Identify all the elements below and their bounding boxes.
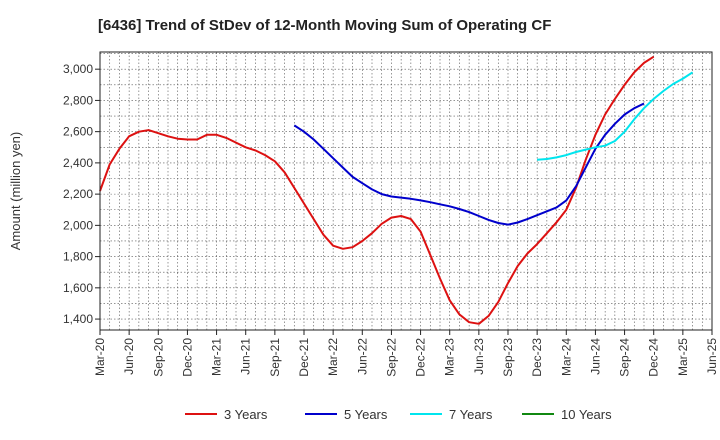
x-tick-label: Jun-24 xyxy=(588,338,602,375)
y-axis-ticks: 1,400 1,600 1,800 2,000 2,200 2,400 2,600 2,800… xyxy=(63,62,100,326)
series-line-7-years xyxy=(537,71,694,161)
plot-border xyxy=(99,51,713,331)
plot-area xyxy=(100,52,712,330)
y-tick-label: 2,400 xyxy=(63,156,93,170)
legend: 3 Years 5 Years 7 Years 10 Years xyxy=(185,407,612,422)
y-tick-label: 1,800 xyxy=(63,250,93,264)
y-tick-label: 2,000 xyxy=(63,218,93,232)
x-tick-label: Sep-21 xyxy=(268,338,282,377)
y-tick-label: 2,600 xyxy=(63,125,93,139)
x-tick-label: Sep-24 xyxy=(618,338,632,377)
x-tick-label: Sep-20 xyxy=(151,338,165,377)
x-tick-label: Jun-23 xyxy=(472,338,486,375)
x-tick-label: Mar-21 xyxy=(210,338,224,376)
y-axis-label: Amount (million yen) xyxy=(8,132,23,251)
y-tick-label: 2,800 xyxy=(63,93,93,107)
series-line-3-years xyxy=(99,55,655,325)
x-tick-label: Mar-22 xyxy=(326,338,340,376)
x-axis-ticks: Mar-20 Jun-20 Sep-20 Dec-20 Mar-21 Jun-21 Sep-… xyxy=(93,330,719,377)
x-tick-label: Jun-22 xyxy=(355,338,369,375)
x-tick-label: Dec-22 xyxy=(414,338,428,377)
y-tick-label: 1,600 xyxy=(63,281,93,295)
legend-label: 5 Years xyxy=(344,407,388,422)
x-tick-label: Dec-20 xyxy=(180,338,194,377)
legend-label: 3 Years xyxy=(224,407,268,422)
legend-label: 10 Years xyxy=(561,407,612,422)
series-lines xyxy=(99,55,694,325)
x-tick-label: Dec-21 xyxy=(297,338,311,377)
legend-label: 7 Years xyxy=(449,407,493,422)
x-tick-label: Mar-23 xyxy=(443,338,457,376)
chart-title: [6436] Trend of StDev of 12-Month Moving… xyxy=(98,17,551,34)
x-tick-label: Mar-25 xyxy=(676,338,690,376)
x-tick-label: Dec-23 xyxy=(530,338,544,377)
y-tick-label: 1,400 xyxy=(63,312,93,326)
x-tick-label: Sep-23 xyxy=(501,338,515,377)
x-tick-label: Jun-25 xyxy=(705,338,719,375)
x-tick-label: Jun-21 xyxy=(239,338,253,375)
y-tick-label: 3,000 xyxy=(63,62,93,76)
y-tick-label: 2,200 xyxy=(63,187,93,201)
x-tick-label: Sep-22 xyxy=(384,338,398,377)
series-line-5-years xyxy=(293,102,645,226)
grid xyxy=(100,52,712,330)
x-tick-label: Dec-24 xyxy=(647,338,661,377)
x-tick-label: Mar-20 xyxy=(93,338,107,376)
x-tick-label: Jun-20 xyxy=(122,338,136,375)
x-tick-label: Mar-24 xyxy=(559,338,573,376)
